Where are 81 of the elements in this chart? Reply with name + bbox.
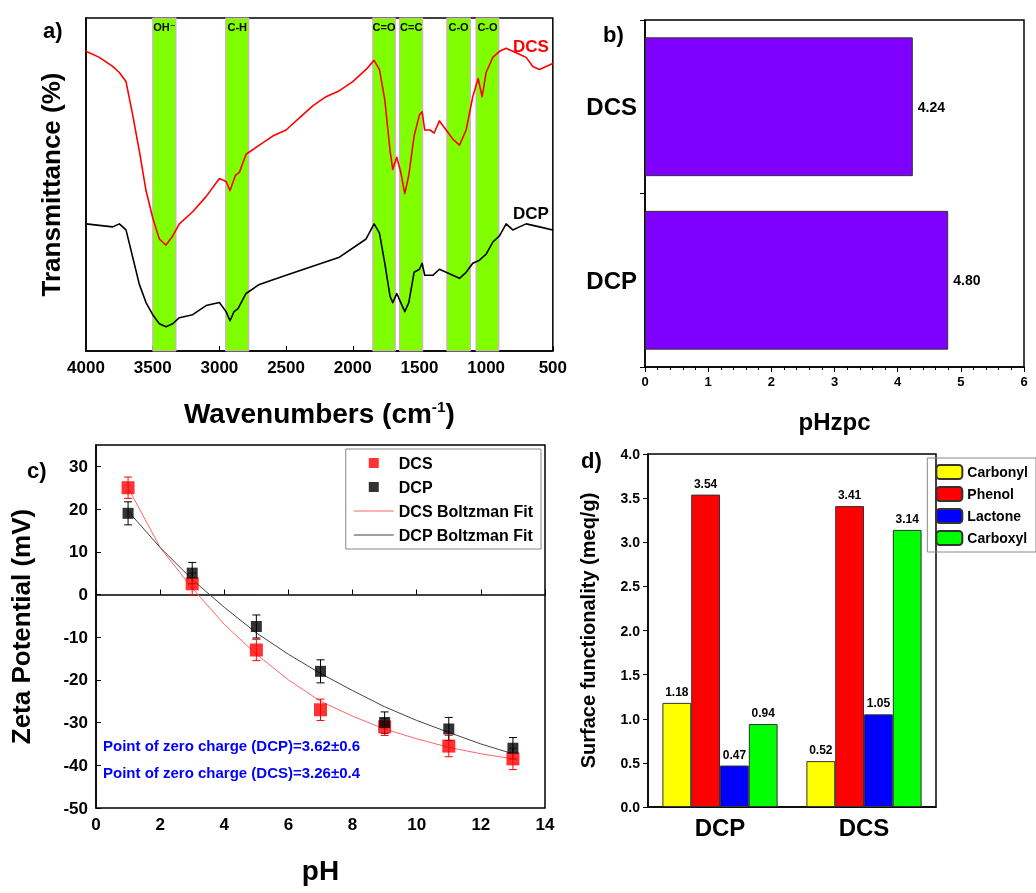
x-tick-label: 2 — [155, 815, 165, 834]
band-label: OH⁻ — [153, 21, 176, 33]
x-tick-label: 2000 — [333, 358, 372, 377]
y-tick-label: DCS — [586, 93, 637, 121]
legend-label: DCP Boltzman Fit — [398, 526, 534, 544]
legend-label: DCP — [398, 478, 433, 496]
band-label: C-O — [477, 21, 498, 33]
x-tick-label: 1500 — [400, 358, 439, 377]
y-tick-label: 3.0 — [620, 534, 641, 551]
y-tick-label: 2.5 — [620, 578, 641, 595]
chart-title: d) — [581, 447, 602, 473]
y-tick-label: 4.0 — [620, 446, 641, 462]
annotation: Point of zero charge (DCP)=3.62±0.6 — [103, 737, 361, 754]
x-tick-label: 1000 — [467, 358, 506, 377]
y-tick-label: 0.5 — [620, 754, 641, 771]
data-label: 3.14 — [895, 511, 920, 526]
data-label: 1.18 — [665, 684, 689, 699]
band-label: C-O — [448, 21, 470, 33]
y-tick-label: 10 — [69, 542, 88, 562]
x-axis-title: pHzpc — [798, 407, 871, 435]
legend-label: DCS — [398, 454, 433, 472]
y-tick-label: 1.0 — [620, 710, 641, 727]
x-tick-label: 6 — [283, 815, 294, 834]
x-tick-label: 4000 — [67, 358, 105, 377]
y-tick-label: DCP — [586, 266, 637, 294]
band-label: C=C — [400, 21, 423, 33]
x-tick-label: 6 — [1020, 374, 1028, 389]
x-tick-label: DCS — [838, 813, 890, 841]
x-tick-label: 5 — [957, 374, 965, 389]
y-tick-label: -20 — [63, 670, 88, 690]
y-tick-label: 2.0 — [620, 622, 641, 639]
x-tick-label: DCP — [694, 813, 746, 841]
x-axis-title: pH — [301, 854, 340, 886]
chart-title: a) — [43, 17, 63, 43]
y-tick-label: -40 — [63, 755, 88, 775]
y-tick-label: 0.0 — [620, 799, 641, 815]
data-label: 3.54 — [693, 476, 718, 491]
y-axis-title: Surface functionality (meq/g) — [577, 492, 599, 769]
legend-label: Phenol — [967, 486, 1014, 502]
chart-title: b) — [603, 21, 624, 47]
y-tick-label: -50 — [63, 798, 88, 818]
series-label: DCS — [512, 37, 549, 57]
x-tick-label: 12 — [471, 815, 491, 834]
y-tick-label: 0 — [78, 584, 88, 604]
data-label: 4.80 — [953, 272, 981, 289]
data-label: 1.05 — [866, 696, 891, 711]
x-tick-label: 3 — [830, 374, 839, 389]
band-label: C=O — [372, 21, 396, 33]
y-axis-title: Transmittance (%) — [36, 72, 66, 297]
y-tick-label: -30 — [63, 713, 88, 733]
data-label: 0.94 — [751, 706, 776, 721]
legend-label: Lactone — [967, 508, 1022, 524]
y-tick-label: -10 — [63, 627, 88, 647]
data-label: 0.47 — [722, 747, 747, 762]
band-label: C-H — [227, 21, 248, 33]
y-tick-label: 20 — [69, 499, 88, 519]
x-tick-label: 4 — [894, 374, 903, 389]
legend-label: Carboxyl — [967, 530, 1028, 546]
legend-label: Carbonyl — [967, 464, 1029, 480]
y-tick-label: 1.5 — [620, 666, 641, 683]
x-tick-label: 500 — [538, 358, 568, 377]
legend-label: DCS Boltzman Fit — [398, 502, 534, 520]
x-tick-label: 1 — [704, 374, 712, 389]
x-tick-label: 0 — [91, 815, 101, 834]
x-tick-label: 2 — [767, 374, 775, 389]
x-tick-label: 4 — [219, 815, 230, 834]
x-tick-label: 8 — [347, 815, 358, 834]
y-tick-label: 30 — [69, 456, 88, 476]
data-label: 0.52 — [809, 743, 833, 758]
x-tick-label: 3500 — [133, 358, 172, 377]
annotation: Point of zero charge (DCS)=3.26±0.4 — [103, 764, 361, 781]
data-label: 4.24 — [917, 98, 946, 115]
y-tick-label: 3.5 — [620, 490, 641, 507]
x-tick-label: 14 — [535, 815, 555, 834]
text: c) — [27, 457, 47, 483]
x-tick-label: 2500 — [267, 358, 305, 377]
x-tick-label: 3000 — [200, 358, 239, 377]
series-label: DCP — [512, 203, 549, 223]
data-label: 3.41 — [837, 488, 862, 503]
x-tick-label: 10 — [407, 815, 427, 834]
y-axis-title: Zeta Potential (mV) — [6, 508, 36, 745]
